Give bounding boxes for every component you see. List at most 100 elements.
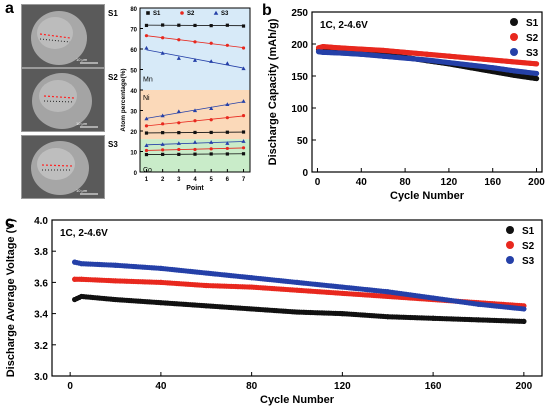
data-point-key xyxy=(78,293,85,300)
data-point xyxy=(176,109,181,114)
data-point xyxy=(177,23,181,27)
data-point xyxy=(209,106,214,111)
data-point-key xyxy=(72,259,78,265)
data-point-key xyxy=(249,306,255,312)
y-tick-label: 40 xyxy=(130,89,137,95)
data-point-key xyxy=(385,289,391,295)
data-point xyxy=(225,152,229,156)
sem-label-s1: S1 xyxy=(108,9,118,18)
data-point-key xyxy=(475,301,482,307)
y-tick-label: 10 xyxy=(130,151,137,157)
x-tick-label: 0 xyxy=(315,177,321,188)
data-point-key xyxy=(320,43,326,50)
data-point xyxy=(161,152,165,156)
x-tick-label: 40 xyxy=(356,177,368,188)
y-tick-label: 3.0 xyxy=(34,372,48,383)
x-tick-label: 1 xyxy=(145,177,149,183)
data-point xyxy=(209,59,214,63)
data-point xyxy=(144,152,149,157)
data-point-key xyxy=(533,61,540,67)
y-axis-label: Discharge Average Voltage (V) xyxy=(5,218,17,377)
legend-marker-s3 xyxy=(506,256,514,264)
data-point-key xyxy=(294,287,300,293)
legend-marker-s1 xyxy=(146,11,150,15)
x-tick-label: 80 xyxy=(246,381,258,392)
y-tick-label: 200 xyxy=(291,40,308,51)
y-tick-label: 100 xyxy=(291,104,308,115)
data-point xyxy=(209,41,213,45)
sem-image-s2 xyxy=(21,68,105,132)
legend-marker-s3 xyxy=(510,48,518,56)
data-point xyxy=(144,34,149,38)
x-tick-label: 6 xyxy=(226,177,230,183)
data-point-key xyxy=(112,278,119,284)
sem-label-s2: S2 xyxy=(108,73,118,82)
data-point-key xyxy=(158,265,164,271)
particle-s2 xyxy=(32,73,98,129)
data-point xyxy=(144,124,149,128)
series-s3 xyxy=(72,259,527,312)
data-point xyxy=(177,131,181,135)
data-point xyxy=(192,108,198,113)
data-point xyxy=(225,116,229,120)
y-tick-label: 250 xyxy=(291,8,308,19)
legend-marker-s3 xyxy=(213,10,219,15)
data-point-key xyxy=(158,300,164,306)
data-point xyxy=(144,116,149,121)
legend-label-s3: S3 xyxy=(221,11,229,17)
sem-scale-s3: 10 μm xyxy=(76,188,88,193)
legend-label-s3: S3 xyxy=(526,48,539,59)
data-point xyxy=(192,58,198,62)
y-tick-label: 4.0 xyxy=(34,216,48,227)
y-tick-label: 3.2 xyxy=(34,341,48,352)
series-s3-co xyxy=(144,139,246,147)
condition-annotation: 1C, 2-4.6V xyxy=(60,228,108,239)
data-point xyxy=(225,102,230,106)
data-point-key xyxy=(468,62,474,68)
data-point xyxy=(144,23,149,28)
panel-c-letter: c xyxy=(5,214,14,231)
data-point-key xyxy=(112,296,119,303)
data-point-key xyxy=(78,276,85,282)
data-point-key xyxy=(430,315,436,321)
data-point xyxy=(209,24,213,28)
data-point xyxy=(193,119,197,123)
data-point-key xyxy=(72,276,78,282)
data-point-key xyxy=(380,53,386,59)
data-point xyxy=(161,23,165,27)
discharge-capacity-chart: 0 50 100 150 200 250 0 40 80 120 160 200 Cycle Numbe… xyxy=(267,8,545,202)
data-point-key xyxy=(512,72,518,78)
legend-label-s1: S1 xyxy=(522,226,535,237)
particle-s3 xyxy=(31,141,98,195)
x-tick-label: 7 xyxy=(242,177,246,183)
x-tick-label: 0 xyxy=(67,381,73,392)
series-s2-mn xyxy=(144,34,246,50)
data-point-key xyxy=(294,279,300,285)
data-point-key xyxy=(475,317,482,323)
element-label-mn: Mn xyxy=(143,77,153,84)
x-tick-label: 120 xyxy=(441,177,458,188)
data-point xyxy=(177,147,181,152)
discharge-voltage-chart: 3.0 3.2 3.4 3.6 3.8 4.0 0 40 80 120 160 200 Cycle Nu… xyxy=(5,216,543,406)
data-point-key xyxy=(203,303,209,309)
data-point xyxy=(144,131,149,135)
x-tick-label: 80 xyxy=(400,177,412,188)
x-axis-label: Cycle Number xyxy=(260,394,335,406)
data-point-key xyxy=(424,57,430,63)
data-point xyxy=(161,122,165,126)
data-point-key xyxy=(512,68,518,74)
data-point-key xyxy=(249,275,255,281)
data-point-key xyxy=(203,282,209,289)
data-point-key xyxy=(424,51,430,57)
data-point xyxy=(241,66,246,71)
sem-scale-s1: 10 μm xyxy=(76,57,88,62)
series-s1 xyxy=(72,293,527,324)
x-tick-label: 200 xyxy=(516,381,533,392)
data-point xyxy=(241,24,246,28)
data-point-key xyxy=(315,49,322,55)
data-point xyxy=(225,130,229,134)
data-point xyxy=(241,46,246,50)
data-point xyxy=(225,43,229,47)
y-tick-label: 70 xyxy=(130,28,137,34)
data-point-key xyxy=(339,284,345,290)
